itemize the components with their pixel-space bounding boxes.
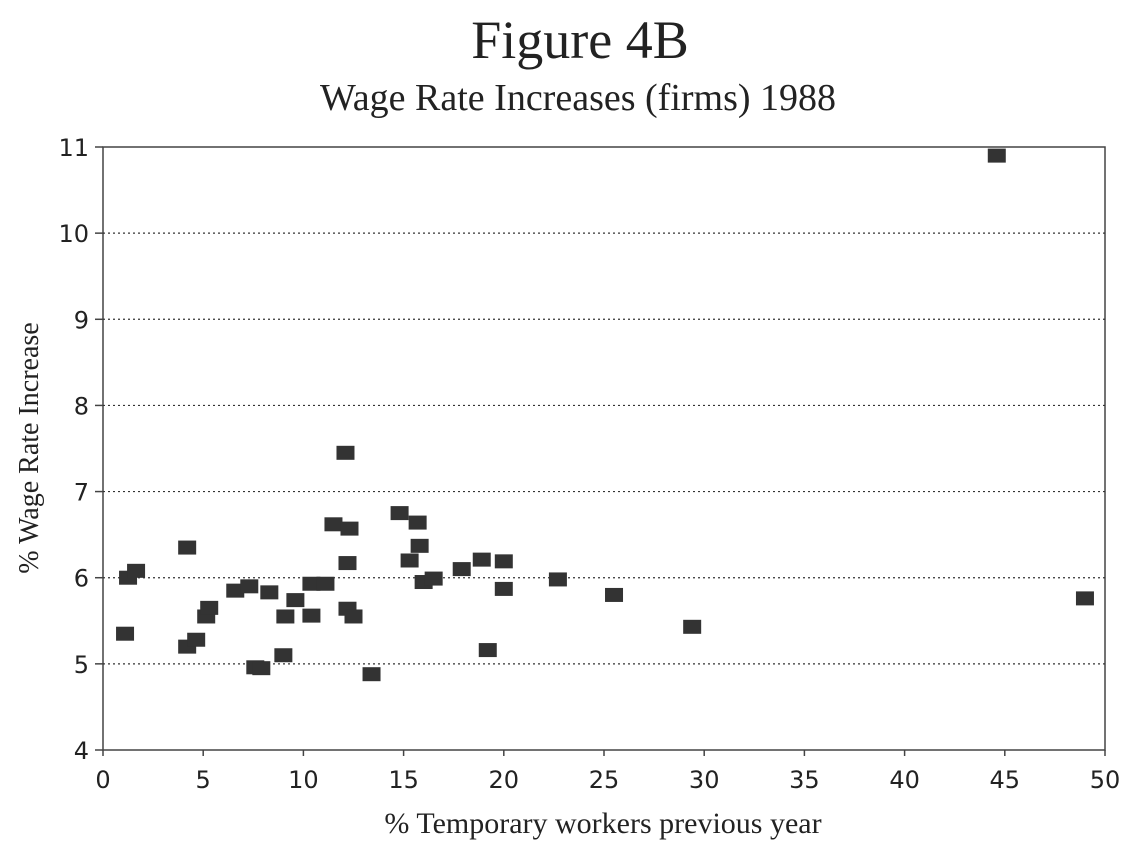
point — [452, 562, 471, 577]
point — [472, 552, 491, 567]
point — [240, 579, 259, 594]
x-tick-label: 20 — [489, 766, 520, 794]
point — [316, 576, 335, 591]
point — [260, 585, 279, 600]
point — [478, 643, 497, 658]
point — [336, 445, 355, 460]
point — [187, 632, 206, 647]
y-tick-label: 4 — [74, 737, 89, 765]
x-tick-label: 10 — [288, 766, 319, 794]
y-tick-label: 10 — [58, 220, 89, 248]
point — [683, 619, 702, 634]
x-tick-label: 45 — [990, 766, 1021, 794]
point — [410, 538, 429, 553]
y-tick-label: 5 — [74, 651, 89, 679]
point — [276, 609, 295, 624]
point — [302, 576, 321, 591]
point — [338, 556, 357, 571]
point — [127, 563, 146, 578]
x-tick-label: 30 — [689, 766, 720, 794]
point — [424, 571, 443, 586]
x-tick-label: 5 — [196, 766, 211, 794]
point — [494, 554, 513, 569]
point — [400, 553, 419, 568]
point — [340, 521, 359, 536]
point — [548, 572, 567, 587]
point — [344, 609, 363, 624]
point — [494, 581, 513, 596]
y-tick-label: 7 — [74, 479, 89, 507]
point — [252, 661, 271, 676]
point — [605, 587, 624, 602]
point — [286, 593, 305, 608]
point — [116, 626, 135, 641]
y-tick-label: 9 — [74, 306, 89, 334]
point — [1075, 591, 1094, 606]
y-tick-label: 11 — [58, 134, 89, 162]
point — [987, 148, 1006, 163]
x-tick-label: 0 — [95, 766, 110, 794]
y-axis-label: % Wage Rate Increase — [14, 322, 45, 573]
x-tick-label: 25 — [589, 766, 620, 794]
chart-subtitle: Wage Rate Increases (firms) 1988 — [320, 77, 836, 119]
y-tick-label: 8 — [74, 392, 89, 420]
point — [324, 517, 343, 532]
point — [274, 648, 293, 663]
point — [178, 540, 197, 555]
x-axis-label: % Temporary workers previous year — [384, 807, 821, 840]
y-tick-label: 6 — [74, 565, 89, 593]
point — [226, 583, 245, 598]
point — [362, 667, 381, 682]
point — [408, 515, 427, 530]
chart-title: Figure 4B — [471, 10, 689, 70]
point — [200, 600, 219, 615]
point — [302, 608, 321, 623]
x-tick-label: 50 — [1090, 766, 1121, 794]
x-tick-label: 15 — [388, 766, 419, 794]
plot-frame — [102, 146, 1106, 751]
x-tick-label: 35 — [789, 766, 820, 794]
point — [390, 506, 409, 521]
x-tick-label: 40 — [889, 766, 920, 794]
